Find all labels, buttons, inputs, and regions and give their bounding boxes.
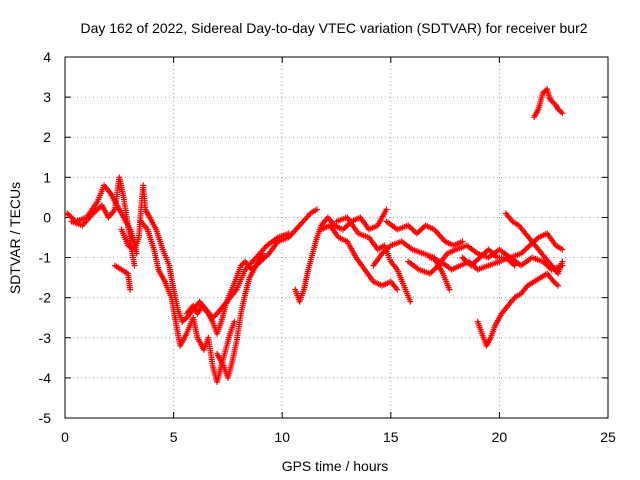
y-tick-label: -4	[39, 370, 52, 386]
data-point	[383, 206, 390, 213]
data-point	[259, 250, 266, 257]
data-point	[511, 262, 518, 269]
data-point	[559, 110, 566, 117]
y-tick-label: -1	[39, 250, 52, 266]
series-arc-2	[68, 174, 138, 269]
data-point	[231, 318, 238, 325]
y-tick-label: 0	[43, 209, 51, 225]
data-point	[394, 286, 401, 293]
data-point	[131, 262, 138, 269]
x-tick-label: 5	[170, 429, 178, 445]
data-point	[446, 286, 453, 293]
series-arc-6	[183, 206, 320, 337]
series-arc-11	[370, 238, 453, 293]
series-arc-9	[318, 222, 401, 293]
axis-ticks: 0 5 10 15 20 25 -5 -4 -3 -2 -1 0 1 2 3 4	[39, 49, 616, 445]
series-arc-17	[502, 210, 566, 277]
y-tick-label: 3	[43, 89, 51, 105]
y-tick-label: -5	[39, 410, 52, 426]
plot-frame	[64, 56, 609, 419]
x-tick-label: 25	[600, 429, 616, 445]
series-arc-12	[383, 218, 466, 249]
series-arc-16	[474, 270, 562, 349]
x-tick-label: 10	[274, 429, 290, 445]
y-axis-label: SDTVAR / TECUs	[7, 182, 23, 294]
data-point	[459, 238, 466, 245]
chart-title: Day 162 of 2022, Sidereal Day-to-day VTE…	[80, 20, 587, 36]
series-arc-10	[333, 214, 414, 305]
x-tick-label: 15	[383, 429, 399, 445]
series-arc-18	[531, 86, 566, 121]
series-arc-7	[214, 250, 266, 381]
x-axis-label: GPS time / hours	[282, 458, 389, 474]
data-point	[407, 298, 414, 305]
series-arc-5	[138, 218, 238, 385]
y-tick-label: -2	[39, 290, 52, 306]
x-tick-label: 20	[492, 429, 508, 445]
series-arc-13	[405, 230, 566, 277]
data-point	[313, 206, 320, 213]
data-markers	[64, 86, 566, 385]
y-tick-label: 2	[43, 129, 51, 145]
data-point	[127, 286, 134, 293]
data-point	[559, 258, 566, 265]
y-tick-label: 1	[43, 169, 51, 185]
data-point	[555, 282, 562, 289]
series-arc-8	[292, 206, 390, 305]
y-tick-label: -3	[39, 330, 52, 346]
series-arc-3	[111, 262, 134, 293]
data-point	[559, 246, 566, 253]
y-tick-label: 4	[43, 49, 51, 65]
series-arc-15	[459, 246, 518, 269]
x-tick-label: 0	[61, 429, 69, 445]
